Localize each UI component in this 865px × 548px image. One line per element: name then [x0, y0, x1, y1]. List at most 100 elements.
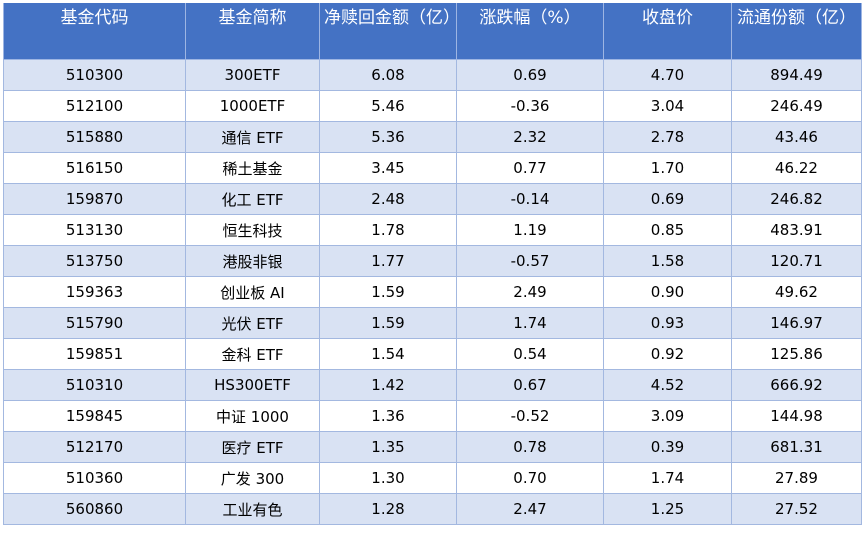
header-row: 基金代码 基金简称 净赎回金额（亿） 涨跌幅（%） 收盘价 流通份额（亿） [3, 3, 862, 60]
table-row: 159363 创业板 AI 1.59 2.49 0.90 49.62 [3, 276, 862, 308]
cell-net-redemption: 1.42 [319, 369, 457, 401]
etf-redemption-table: 基金代码 基金简称 净赎回金额（亿） 涨跌幅（%） 收盘价 流通份额（亿） 51… [3, 3, 862, 525]
cell-change-pct: 0.78 [456, 431, 604, 463]
cell-net-redemption: 5.46 [319, 90, 457, 122]
cell-fund-code: 159870 [3, 183, 186, 215]
cell-fund-name: HS300ETF [185, 369, 320, 401]
header-fund-name: 基金简称 [185, 3, 320, 60]
cell-close-price: 2.78 [603, 121, 732, 153]
cell-net-redemption: 1.54 [319, 338, 457, 370]
cell-close-price: 3.09 [603, 400, 732, 432]
cell-change-pct: 0.69 [456, 59, 604, 91]
cell-float-shares: 246.82 [731, 183, 862, 215]
cell-float-shares: 27.89 [731, 462, 862, 494]
table-row: 510310 HS300ETF 1.42 0.67 4.52 666.92 [3, 369, 862, 401]
table-row: 510300 300ETF 6.08 0.69 4.70 894.49 [3, 59, 862, 91]
cell-fund-name: 中证 1000 [185, 400, 320, 432]
cell-change-pct: 1.74 [456, 307, 604, 339]
cell-fund-code: 560860 [3, 493, 186, 525]
cell-fund-code: 512170 [3, 431, 186, 463]
cell-fund-code: 510310 [3, 369, 186, 401]
cell-fund-name: 工业有色 [185, 493, 320, 525]
cell-fund-name: 光伏 ETF [185, 307, 320, 339]
header-close-price: 收盘价 [603, 3, 732, 60]
header-net-redemption: 净赎回金额（亿） [319, 3, 460, 60]
table-row: 512170 医疗 ETF 1.35 0.78 0.39 681.31 [3, 431, 862, 463]
cell-change-pct: 0.70 [456, 462, 604, 494]
cell-float-shares: 49.62 [731, 276, 862, 308]
cell-float-shares: 43.46 [731, 121, 862, 153]
cell-fund-code: 515880 [3, 121, 186, 153]
cell-net-redemption: 3.45 [319, 152, 457, 184]
cell-net-redemption: 1.78 [319, 214, 457, 246]
cell-fund-name: 1000ETF [185, 90, 320, 122]
cell-net-redemption: 1.36 [319, 400, 457, 432]
cell-fund-code: 515790 [3, 307, 186, 339]
cell-float-shares: 894.49 [731, 59, 862, 91]
cell-close-price: 0.39 [603, 431, 732, 463]
cell-float-shares: 144.98 [731, 400, 862, 432]
table-row: 515880 通信 ETF 5.36 2.32 2.78 43.46 [3, 121, 862, 153]
table-row: 513130 恒生科技 1.78 1.19 0.85 483.91 [3, 214, 862, 246]
cell-change-pct: 2.32 [456, 121, 604, 153]
cell-change-pct: 2.47 [456, 493, 604, 525]
cell-close-price: 0.90 [603, 276, 732, 308]
cell-float-shares: 246.49 [731, 90, 862, 122]
cell-close-price: 1.25 [603, 493, 732, 525]
cell-net-redemption: 1.59 [319, 276, 457, 308]
cell-fund-name: 通信 ETF [185, 121, 320, 153]
cell-fund-name: 广发 300 [185, 462, 320, 494]
table-row: 560860 工业有色 1.28 2.47 1.25 27.52 [3, 493, 862, 525]
cell-net-redemption: 1.35 [319, 431, 457, 463]
cell-change-pct: 0.54 [456, 338, 604, 370]
cell-net-redemption: 1.28 [319, 493, 457, 525]
header-float-shares: 流通份额（亿） [731, 3, 862, 60]
table-row: 513750 港股非银 1.77 -0.57 1.58 120.71 [3, 245, 862, 277]
cell-net-redemption: 5.36 [319, 121, 457, 153]
cell-fund-name: 金科 ETF [185, 338, 320, 370]
cell-net-redemption: 6.08 [319, 59, 457, 91]
cell-change-pct: -0.14 [456, 183, 604, 215]
cell-close-price: 0.85 [603, 214, 732, 246]
cell-float-shares: 681.31 [731, 431, 862, 463]
cell-close-price: 1.74 [603, 462, 732, 494]
cell-change-pct: -0.36 [456, 90, 604, 122]
cell-net-redemption: 1.77 [319, 245, 457, 277]
cell-fund-name: 创业板 AI [185, 276, 320, 308]
header-fund-code: 基金代码 [3, 3, 186, 60]
cell-net-redemption: 2.48 [319, 183, 457, 215]
table-row: 515790 光伏 ETF 1.59 1.74 0.93 146.97 [3, 307, 862, 339]
cell-close-price: 1.70 [603, 152, 732, 184]
cell-float-shares: 120.71 [731, 245, 862, 277]
cell-close-price: 0.92 [603, 338, 732, 370]
cell-net-redemption: 1.59 [319, 307, 457, 339]
cell-change-pct: -0.57 [456, 245, 604, 277]
cell-close-price: 0.69 [603, 183, 732, 215]
cell-close-price: 1.58 [603, 245, 732, 277]
cell-float-shares: 146.97 [731, 307, 862, 339]
cell-change-pct: 0.67 [456, 369, 604, 401]
cell-close-price: 3.04 [603, 90, 732, 122]
cell-fund-code: 513130 [3, 214, 186, 246]
table-header: 基金代码 基金简称 净赎回金额（亿） 涨跌幅（%） 收盘价 流通份额（亿） [3, 3, 862, 60]
cell-change-pct: -0.52 [456, 400, 604, 432]
cell-net-redemption: 1.30 [319, 462, 457, 494]
cell-fund-code: 510300 [3, 59, 186, 91]
cell-fund-name: 300ETF [185, 59, 320, 91]
cell-fund-code: 512100 [3, 90, 186, 122]
cell-fund-name: 稀土基金 [185, 152, 320, 184]
cell-fund-name: 恒生科技 [185, 214, 320, 246]
table-row: 159870 化工 ETF 2.48 -0.14 0.69 246.82 [3, 183, 862, 215]
cell-float-shares: 125.86 [731, 338, 862, 370]
cell-close-price: 4.70 [603, 59, 732, 91]
table-row: 512100 1000ETF 5.46 -0.36 3.04 246.49 [3, 90, 862, 122]
cell-fund-name: 医疗 ETF [185, 431, 320, 463]
cell-close-price: 0.93 [603, 307, 732, 339]
header-change-pct: 涨跌幅（%） [456, 3, 604, 60]
table-row: 510360 广发 300 1.30 0.70 1.74 27.89 [3, 462, 862, 494]
table-body: 510300 300ETF 6.08 0.69 4.70 894.49 512100 1000… [3, 59, 862, 525]
table-row: 159851 金科 ETF 1.54 0.54 0.92 125.86 [3, 338, 862, 370]
cell-change-pct: 2.49 [456, 276, 604, 308]
cell-float-shares: 27.52 [731, 493, 862, 525]
cell-fund-name: 港股非银 [185, 245, 320, 277]
